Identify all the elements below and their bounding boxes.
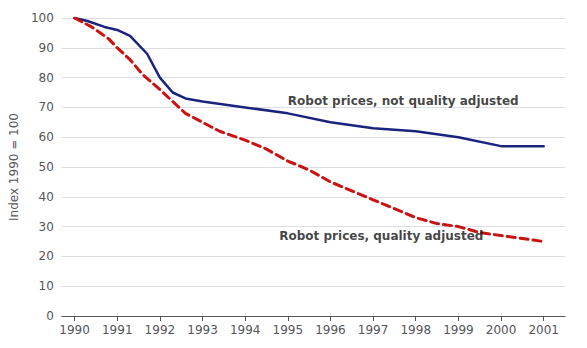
svg-text:100: 100 (31, 11, 54, 25)
svg-text:1994: 1994 (230, 323, 261, 337)
svg-text:1996: 1996 (315, 323, 346, 337)
svg-text:10: 10 (39, 279, 54, 293)
svg-text:80: 80 (39, 71, 54, 85)
svg-text:50: 50 (39, 160, 54, 174)
svg-text:30: 30 (39, 220, 54, 234)
svg-text:1991: 1991 (102, 323, 133, 337)
svg-text:1997: 1997 (358, 323, 389, 337)
svg-text:2000: 2000 (486, 323, 517, 337)
svg-text:1990: 1990 (59, 323, 90, 337)
svg-text:90: 90 (39, 41, 54, 55)
svg-text:70: 70 (39, 100, 54, 114)
svg-text:40: 40 (39, 190, 54, 204)
svg-text:Robot prices, not quality adju: Robot prices, not quality adjusted (288, 94, 519, 108)
svg-text:60: 60 (39, 130, 54, 144)
svg-text:Robot prices, quality adjusted: Robot prices, quality adjusted (279, 229, 483, 243)
svg-text:1998: 1998 (400, 323, 431, 337)
svg-text:1999: 1999 (443, 323, 474, 337)
svg-text:Index 1990 = 100: Index 1990 = 100 (7, 113, 21, 221)
svg-text:1993: 1993 (187, 323, 218, 337)
svg-text:20: 20 (39, 249, 54, 263)
svg-text:0: 0 (46, 309, 54, 323)
svg-text:2001: 2001 (528, 323, 559, 337)
svg-text:1995: 1995 (273, 323, 304, 337)
svg-text:1992: 1992 (145, 323, 176, 337)
